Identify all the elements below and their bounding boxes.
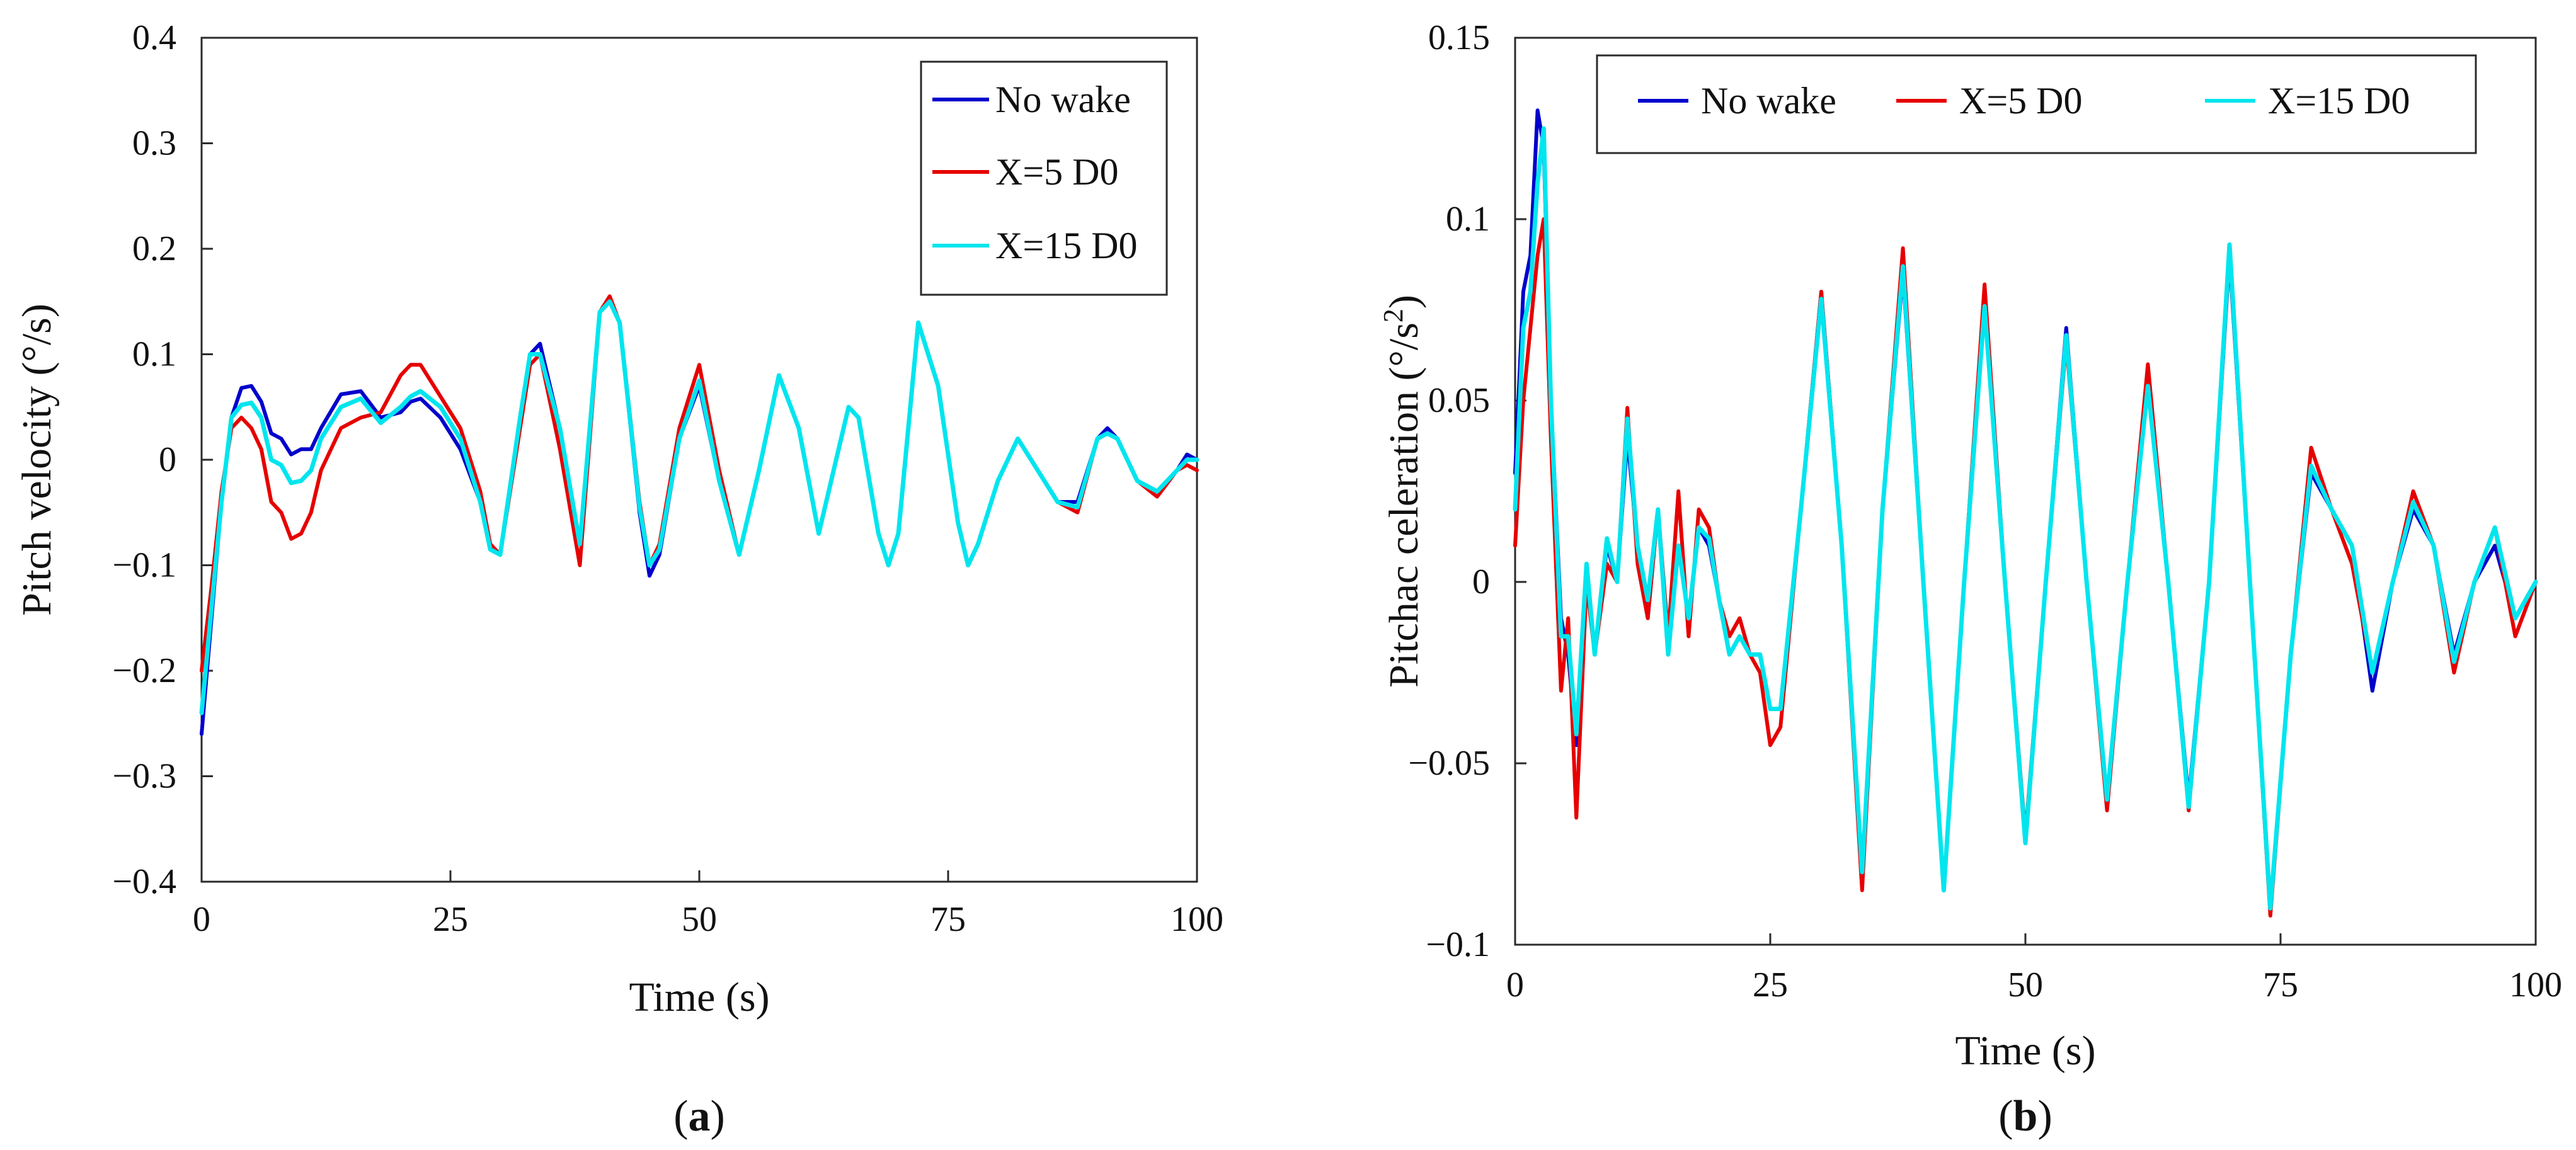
panel-a-legend-label-no-wake: No wake: [995, 79, 1131, 120]
panel-b-caption: (b): [1998, 1092, 2052, 1141]
panel-a-x-tick-label: 0: [193, 900, 210, 939]
panel-a-y-tick-label: −0.4: [112, 862, 176, 901]
panel-b-x-tick-label: 75: [2263, 965, 2298, 1005]
panel-b-y-axis-label-superscript: 2: [1378, 309, 1409, 322]
panel-b-x-ticks: 0 25 50 75 100: [1506, 933, 2562, 1005]
panel-a-caption-close-paren: ): [711, 1092, 725, 1141]
panel-b-series-x5: [1513, 217, 2538, 918]
panel-a-legend-label-x15: X=15 D0: [995, 225, 1138, 266]
panel-b-y-axis-label-main: Pitchac celeration (°/s: [1381, 322, 1427, 688]
panel-a-x-axis-label: Time (s): [629, 974, 769, 1020]
panel-a-y-tick-label: 0.4: [132, 18, 176, 57]
panel-b-pitch-acceleration-chart: −0.1 −0.05 0 0.05 0.1 0.15 0 25 50 75 100 No wake…: [1378, 18, 2563, 1141]
panel-b-x-axis-label: Time (s): [1955, 1028, 2095, 1074]
panel-a-x-tick-label: 75: [930, 900, 966, 939]
panel-a-series-lines: [199, 294, 1199, 736]
panel-b-legend-label-x5: X=5 D0: [1959, 80, 2083, 122]
panel-b-y-tick-label: 0.1: [1446, 200, 1490, 239]
panel-a-caption: (a): [673, 1092, 725, 1141]
panel-a-series-x15: [199, 299, 1199, 715]
panel-b-y-axis-label: Pitchac celeration (°/s2): [1378, 295, 1428, 688]
panel-b-y-tick-label: 0: [1472, 562, 1490, 601]
panel-a-y-tick-label: −0.3: [112, 757, 176, 796]
panel-a-y-tick-label: −0.1: [112, 546, 176, 585]
panel-a-x-ticks: 0 25 50 75 100: [193, 870, 1223, 939]
panel-b-y-tick-label: 0.05: [1428, 381, 1490, 420]
panel-a-x-tick-label: 25: [433, 900, 468, 939]
panel-b-y-tick-label: −0.05: [1408, 744, 1490, 783]
panel-a-y-tick-label: −0.2: [112, 651, 176, 690]
panel-b-x-tick-label: 25: [1753, 965, 1788, 1005]
panel-b-y-ticks: −0.1 −0.05 0 0.05 0.1 0.15: [1408, 18, 1526, 964]
panel-a-y-axis-label: Pitch velocity (°/s): [14, 304, 60, 616]
panel-a-caption-open-paren: (: [673, 1092, 688, 1141]
panel-b-legend-label-no-wake: No wake: [1701, 80, 1836, 122]
panel-a-legend-box: [920, 60, 1168, 296]
panel-b-legend-label-x15: X=15 D0: [2268, 80, 2410, 122]
panel-a-x-tick-label: 50: [682, 900, 717, 939]
panel-b-y-axis-label-end: ): [1381, 295, 1427, 309]
panel-a-pitch-velocity-chart: −0.4 −0.3 −0.2 −0.1 0 0.1 0.2 0.3 0.4 0 25 50 75 100…: [14, 18, 1223, 1141]
panel-a-x-tick-label: 100: [1171, 900, 1223, 939]
panel-b-x-tick-label: 100: [2509, 965, 2562, 1005]
panel-b-y-tick-label: −0.1: [1426, 925, 1490, 964]
panel-a-y-tick-label: 0.2: [132, 229, 176, 268]
panel-b-caption-open-paren: (: [1998, 1092, 2013, 1141]
panel-b-caption-letter: b: [2013, 1092, 2038, 1141]
panel-b-series-no_wake: [1513, 108, 2538, 911]
panel-b-series-x15: [1513, 126, 2538, 911]
panel-a-y-tick-label: 0: [159, 440, 176, 479]
panel-b-caption-close-paren: ): [2037, 1092, 2052, 1141]
panel-b-series-lines: [1513, 108, 2538, 918]
panel-a-y-tick-label: 0.1: [132, 335, 176, 374]
panel-a-legend: No wake X=5 D0 X=15 D0: [920, 60, 1168, 296]
panel-a-caption-letter: a: [689, 1092, 711, 1141]
panel-a-y-tick-label: 0.3: [132, 124, 176, 163]
panel-a-y-ticks: −0.4 −0.3 −0.2 −0.1 0 0.1 0.2 0.3 0.4: [112, 18, 213, 901]
panel-b-legend-box: [1596, 54, 2477, 154]
panel-b-x-tick-label: 0: [1506, 965, 1524, 1005]
panel-b-plot-frame: [1514, 37, 2537, 946]
panel-b-legend: No wake X=5 D0 X=15 D0: [1596, 54, 2477, 154]
panel-b-y-tick-label: 0.15: [1428, 18, 1490, 57]
panel-a-legend-label-x5: X=5 D0: [995, 151, 1119, 193]
panel-b-x-tick-label: 50: [2008, 965, 2043, 1005]
